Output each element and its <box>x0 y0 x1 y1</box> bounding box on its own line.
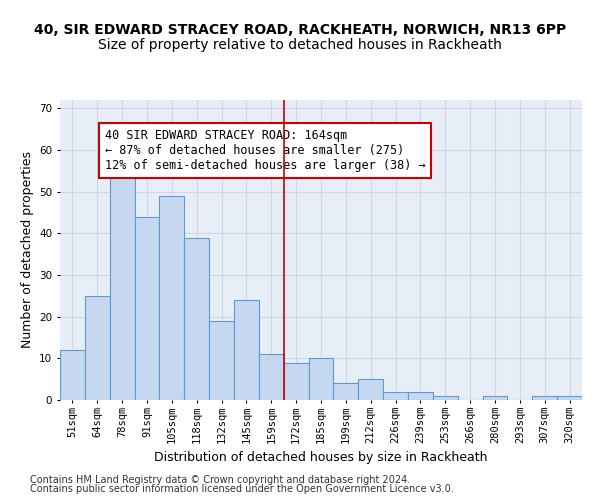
Bar <box>358 379 383 400</box>
Bar <box>134 216 160 400</box>
Bar <box>408 392 433 400</box>
Bar <box>209 321 234 400</box>
Bar <box>383 392 408 400</box>
Text: Size of property relative to detached houses in Rackheath: Size of property relative to detached ho… <box>98 38 502 52</box>
Bar <box>284 362 308 400</box>
Bar <box>557 396 582 400</box>
Text: 40 SIR EDWARD STRACEY ROAD: 164sqm
← 87% of detached houses are smaller (275)
12: 40 SIR EDWARD STRACEY ROAD: 164sqm ← 87%… <box>105 129 425 172</box>
Bar <box>433 396 458 400</box>
Bar <box>85 296 110 400</box>
Bar <box>482 396 508 400</box>
Bar <box>308 358 334 400</box>
Bar <box>334 384 358 400</box>
Bar <box>184 238 209 400</box>
Y-axis label: Number of detached properties: Number of detached properties <box>20 152 34 348</box>
Text: Contains HM Land Registry data © Crown copyright and database right 2024.: Contains HM Land Registry data © Crown c… <box>30 475 410 485</box>
Bar <box>234 300 259 400</box>
Bar <box>60 350 85 400</box>
Text: Contains public sector information licensed under the Open Government Licence v3: Contains public sector information licen… <box>30 484 454 494</box>
Bar <box>110 162 134 400</box>
Bar <box>532 396 557 400</box>
Bar <box>259 354 284 400</box>
X-axis label: Distribution of detached houses by size in Rackheath: Distribution of detached houses by size … <box>154 452 488 464</box>
Text: 40, SIR EDWARD STRACEY ROAD, RACKHEATH, NORWICH, NR13 6PP: 40, SIR EDWARD STRACEY ROAD, RACKHEATH, … <box>34 22 566 36</box>
Bar <box>160 196 184 400</box>
